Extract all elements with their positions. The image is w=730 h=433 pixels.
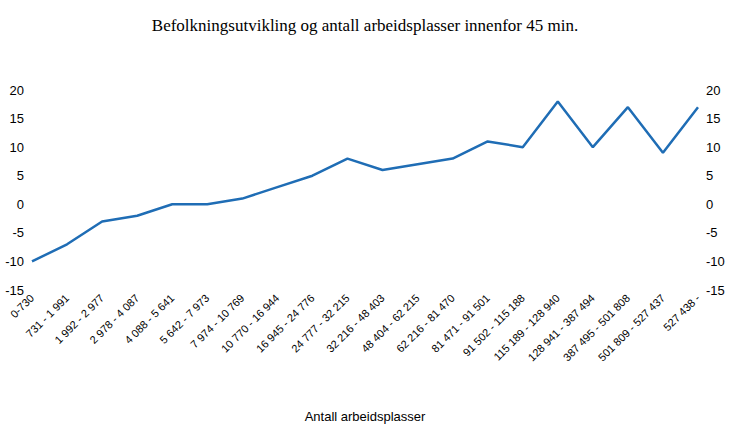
svg-text:15: 15 bbox=[706, 111, 720, 126]
svg-text:15: 15 bbox=[10, 111, 24, 126]
svg-text:48 404 - 62 215: 48 404 - 62 215 bbox=[359, 292, 422, 355]
svg-text:10: 10 bbox=[10, 140, 24, 155]
svg-text:Befolkningsutvikling og antall: Befolkningsutvikling og antall arbeidspl… bbox=[152, 16, 578, 35]
svg-text:2 978 - 4 087: 2 978 - 4 087 bbox=[87, 291, 142, 346]
svg-text:-5: -5 bbox=[706, 225, 718, 240]
svg-text:16 945 - 24 776: 16 945 - 24 776 bbox=[254, 292, 317, 355]
svg-text:5 642 - 7 973: 5 642 - 7 973 bbox=[157, 291, 212, 346]
svg-text:527 438 -: 527 438 - bbox=[661, 292, 703, 334]
svg-text:-10: -10 bbox=[706, 254, 725, 269]
svg-text:1 992 - 2 977: 1 992 - 2 977 bbox=[52, 291, 107, 346]
svg-text:387 495 - 501 808: 387 495 - 501 808 bbox=[561, 292, 633, 364]
svg-text:24 777 - 32 215: 24 777 - 32 215 bbox=[289, 292, 352, 355]
svg-text:731 - 1 991: 731 - 1 991 bbox=[23, 291, 72, 340]
svg-text:20: 20 bbox=[10, 83, 24, 98]
svg-text:-10: -10 bbox=[5, 254, 24, 269]
svg-text:81 471 - 91 501: 81 471 - 91 501 bbox=[429, 292, 492, 355]
svg-text:10: 10 bbox=[706, 140, 720, 155]
svg-text:501 809 - 527 437: 501 809 - 527 437 bbox=[596, 292, 668, 364]
svg-text:20: 20 bbox=[706, 83, 720, 98]
svg-text:-15: -15 bbox=[706, 283, 725, 298]
svg-text:115 189 - 128 940: 115 189 - 128 940 bbox=[491, 292, 562, 363]
svg-text:128 941 - 387 494: 128 941 - 387 494 bbox=[526, 292, 598, 364]
svg-text:32 216 - 48 403: 32 216 - 48 403 bbox=[324, 292, 387, 355]
svg-text:5: 5 bbox=[706, 168, 713, 183]
svg-text:91 502 - 115 188: 91 502 - 115 188 bbox=[460, 292, 527, 359]
svg-text:0: 0 bbox=[706, 197, 713, 212]
svg-text:5: 5 bbox=[17, 168, 24, 183]
svg-text:62 216 - 81 470: 62 216 - 81 470 bbox=[394, 292, 457, 355]
svg-text:7 974 - 10 769: 7 974 - 10 769 bbox=[188, 291, 247, 351]
svg-text:-15: -15 bbox=[5, 283, 24, 298]
svg-text:10 770 - 16 944: 10 770 - 16 944 bbox=[219, 292, 282, 355]
svg-text:0-730: 0-730 bbox=[8, 292, 36, 320]
svg-text:4 088 - 5 641: 4 088 - 5 641 bbox=[122, 291, 177, 346]
svg-text:-5: -5 bbox=[12, 225, 24, 240]
svg-text:0: 0 bbox=[17, 197, 24, 212]
svg-text:Antall arbeidsplasser: Antall arbeidsplasser bbox=[305, 409, 426, 424]
